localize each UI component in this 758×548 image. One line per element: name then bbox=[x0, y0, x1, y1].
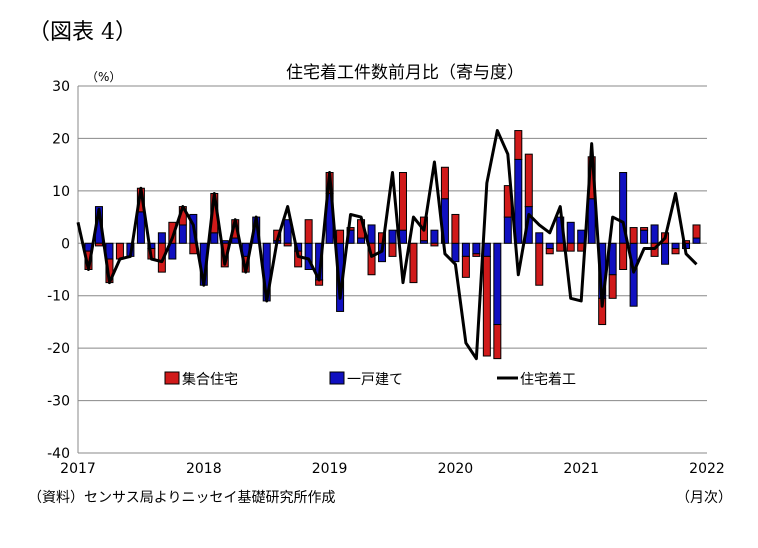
x-tick-label: 2017 bbox=[60, 461, 96, 477]
y-axis-unit: （%） bbox=[86, 70, 122, 84]
y-tick-label: -20 bbox=[47, 341, 70, 357]
bar-single-family bbox=[535, 232, 544, 244]
x-tick-label: 2018 bbox=[186, 461, 222, 477]
bar-single-family bbox=[566, 221, 575, 244]
bar-single-family bbox=[640, 229, 649, 244]
bar-single-family bbox=[136, 211, 145, 244]
bar-multi-family bbox=[336, 229, 345, 244]
chart-title: 住宅着工件数前月比（寄与度） bbox=[286, 63, 524, 83]
bar-single-family bbox=[650, 224, 659, 244]
bar-multi-family bbox=[629, 227, 638, 244]
x-tick-label: 2020 bbox=[438, 461, 474, 477]
bar-multi-family bbox=[451, 213, 460, 244]
legend-single-family-label: 一戸建て bbox=[347, 372, 403, 388]
month-note: （月次） bbox=[676, 490, 732, 506]
bar-single-family bbox=[357, 237, 366, 244]
bar-multi-family bbox=[556, 242, 565, 252]
bar-multi-family bbox=[346, 227, 355, 231]
x-tick-label: 2022 bbox=[689, 461, 725, 477]
figure-label: （図表 4） bbox=[28, 20, 137, 45]
bar-multi-family bbox=[535, 242, 544, 286]
bar-multi-family bbox=[640, 227, 649, 231]
bar-multi-family bbox=[304, 219, 313, 244]
bar-multi-family bbox=[157, 242, 166, 273]
bar-single-family bbox=[210, 232, 219, 244]
legend-multi-family-swatch bbox=[164, 371, 180, 385]
bar-multi-family bbox=[94, 242, 103, 247]
bar-single-family bbox=[367, 224, 376, 244]
bar-multi-family bbox=[388, 242, 397, 257]
bar-single-family bbox=[577, 229, 586, 244]
bar-multi-family bbox=[283, 242, 292, 247]
legend-single-family-swatch bbox=[329, 371, 345, 385]
bar-multi-family bbox=[524, 153, 533, 208]
bar-single-family bbox=[629, 242, 638, 307]
legend-total-label: 住宅着工 bbox=[520, 372, 576, 388]
bar-single-family bbox=[430, 229, 439, 244]
bar-single-family bbox=[451, 242, 460, 263]
bar-multi-family bbox=[514, 130, 523, 160]
y-tick-label: 20 bbox=[52, 131, 70, 147]
bar-multi-family bbox=[409, 242, 418, 284]
bar-multi-family bbox=[482, 255, 491, 357]
bar-multi-family bbox=[619, 242, 628, 271]
line-total-starts bbox=[76, 129, 698, 361]
bar-multi-family bbox=[692, 224, 701, 239]
bar-single-family bbox=[388, 229, 397, 244]
y-tick-label: 30 bbox=[52, 79, 70, 95]
bar-multi-family bbox=[398, 172, 407, 231]
y-tick-label: 0 bbox=[61, 236, 70, 252]
bar-multi-family bbox=[472, 253, 481, 257]
bar-multi-family bbox=[367, 242, 376, 276]
bar-single-family bbox=[671, 242, 680, 250]
bar-multi-family bbox=[608, 274, 617, 299]
bar-single-family bbox=[587, 198, 596, 244]
bar-multi-family bbox=[545, 248, 554, 255]
bar-single-family bbox=[461, 242, 470, 257]
bar-multi-family bbox=[493, 324, 502, 360]
y-tick-label: 10 bbox=[52, 184, 70, 200]
bar-multi-family bbox=[461, 255, 470, 278]
source-note: （資料）センサス局よりニッセイ基礎研究所作成 bbox=[28, 490, 336, 506]
bar-multi-family bbox=[115, 242, 124, 260]
x-tick-label: 2019 bbox=[312, 461, 348, 477]
bar-single-family bbox=[157, 232, 166, 244]
bar-single-family bbox=[692, 237, 701, 244]
bar-multi-family bbox=[671, 248, 680, 255]
bar-multi-family bbox=[168, 221, 177, 244]
bar-multi-family bbox=[430, 242, 439, 247]
y-tick-label: -30 bbox=[47, 394, 70, 410]
bar-single-family bbox=[661, 242, 670, 265]
legend-multi-family-label: 集合住宅 bbox=[182, 371, 238, 388]
bar-single-family bbox=[503, 216, 512, 244]
y-tick-label: -10 bbox=[47, 289, 70, 305]
bar-single-family bbox=[545, 242, 554, 250]
y-tick-label: -40 bbox=[47, 446, 70, 462]
bar-multi-family bbox=[440, 166, 449, 200]
x-tick-label: 2021 bbox=[563, 461, 599, 477]
bar-single-family bbox=[472, 242, 481, 255]
bar-single-family bbox=[493, 242, 502, 326]
bar-multi-family bbox=[566, 242, 575, 252]
bar-single-family bbox=[178, 224, 187, 244]
